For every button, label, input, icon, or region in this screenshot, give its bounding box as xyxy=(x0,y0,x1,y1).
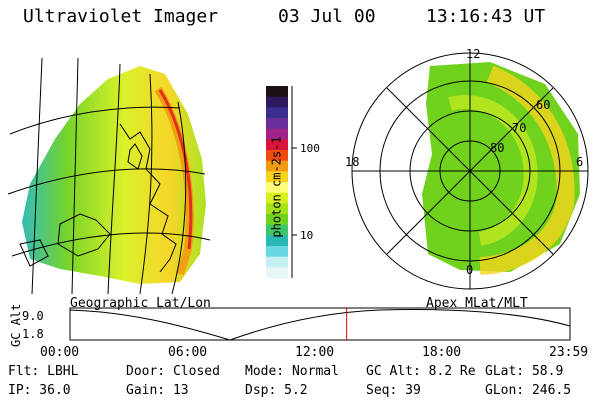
colorbar-stripe xyxy=(266,86,288,98)
polar-image: 12 18 6 0 60 70 80 xyxy=(345,47,589,290)
colorbar-stripe xyxy=(266,182,288,194)
left-panel-caption: Geographic Lat/Lon xyxy=(70,296,211,311)
colorbar-stripe xyxy=(266,160,288,172)
mlt-label-18: 18 xyxy=(345,155,359,169)
info-gain: Gain: 13 xyxy=(126,383,189,398)
timeline-ylabel: GC Alt xyxy=(9,304,23,347)
info-mode: Mode: Normal xyxy=(245,364,339,379)
coastlines xyxy=(19,123,177,273)
info-seq: Seq: 39 xyxy=(366,383,421,398)
observation-date: 03 Jul 00 xyxy=(278,6,376,27)
colorbar-stripe xyxy=(266,150,288,162)
colorbar-stripe xyxy=(266,128,288,140)
colorbar-stripe xyxy=(266,107,288,119)
instrument-title: Ultraviolet Imager xyxy=(23,6,219,27)
timeline-xtick-0: 00:00 xyxy=(40,345,80,360)
colorbar-stripe xyxy=(266,224,288,236)
parallels xyxy=(7,106,211,257)
info-filter: Flt: LBHL xyxy=(8,364,79,379)
lat-label-70: 70 xyxy=(512,121,526,135)
colorbar-stripe xyxy=(266,171,288,183)
info-ip: IP: 36.0 xyxy=(8,383,71,398)
colorbar-label: photon cm-2s-1 xyxy=(269,136,284,238)
polar-grid xyxy=(351,52,589,290)
info-gc-alt: GC Alt: 8.2 Re xyxy=(366,364,476,379)
observation-time: 13:16:43 UT xyxy=(426,6,546,27)
colorbar-stripe xyxy=(266,267,288,279)
colorbar-stripe xyxy=(266,256,288,268)
aurora-region xyxy=(22,66,206,284)
timeline-xtick-2: 12:00 xyxy=(295,345,335,360)
colorbar-stripe xyxy=(266,235,288,247)
colorbar-stripe xyxy=(266,246,288,258)
colorbar-stripe xyxy=(266,139,288,151)
timeline-xtick-3: 18:00 xyxy=(422,345,462,360)
timeline-frame xyxy=(69,307,571,341)
colorbar-stripe xyxy=(266,203,288,215)
mlt-label-6: 6 xyxy=(576,155,583,169)
colorbar-stripe xyxy=(266,192,288,204)
colorbar-tick-10: 10 xyxy=(300,229,313,242)
info-dsp: Dsp: 5.2 xyxy=(245,383,308,398)
timeline-ytick-bottom: 1.8 xyxy=(22,327,44,341)
colorbar-stripe xyxy=(266,214,288,226)
timeline-ytick-top: 9.0 xyxy=(22,309,44,323)
colorbar: 100 10 xyxy=(266,86,320,279)
timeline-xtick-1: 06:00 xyxy=(168,345,208,360)
geographic-image xyxy=(7,57,211,294)
lat-label-60: 60 xyxy=(536,98,550,112)
meridians xyxy=(31,57,187,294)
right-panel-caption: Apex MLat/MLT xyxy=(426,296,528,311)
colorbar-gradient xyxy=(266,86,288,279)
colorbar-stripe xyxy=(266,96,288,108)
timeline-xtick-4: 23:59 xyxy=(549,345,589,360)
lat-label-80: 80 xyxy=(490,141,504,155)
colorbar-tick-100: 100 xyxy=(300,142,320,155)
altitude-timeline: GC Alt 9.0 1.8 xyxy=(9,304,571,347)
mlt-label-12: 12 xyxy=(466,47,480,61)
info-glon: GLon: 246.5 xyxy=(485,383,572,398)
colorbar-stripe xyxy=(266,118,288,130)
altitude-curve xyxy=(69,309,571,341)
info-glat: GLat: 58.9 xyxy=(485,364,564,379)
info-door: Door: Closed xyxy=(126,364,220,379)
mlt-label-0: 0 xyxy=(466,263,473,277)
